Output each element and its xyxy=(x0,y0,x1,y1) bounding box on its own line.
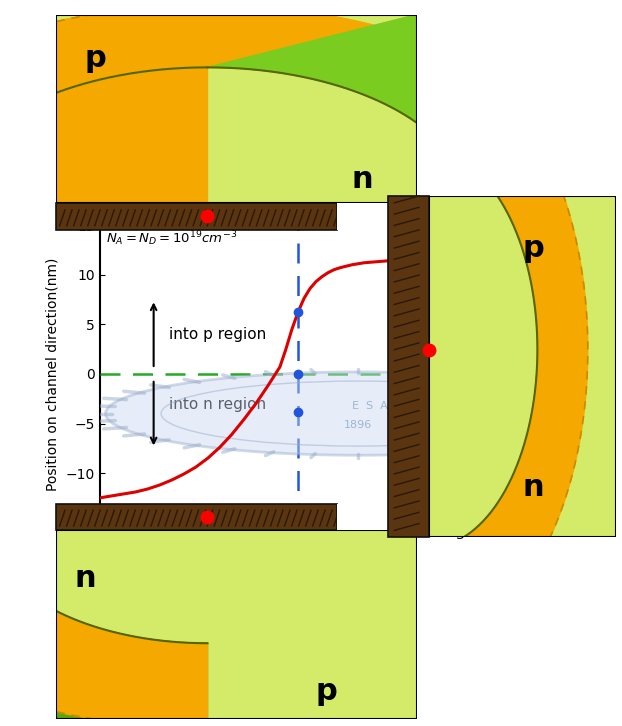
Bar xyxy=(337,504,417,530)
Polygon shape xyxy=(0,530,208,726)
Text: E  S  A: E S A xyxy=(352,401,388,411)
Polygon shape xyxy=(0,5,208,203)
Text: p: p xyxy=(522,234,544,264)
Polygon shape xyxy=(0,521,208,719)
Bar xyxy=(56,504,337,530)
Bar xyxy=(388,196,429,537)
X-axis label: VG(volt): VG(volt) xyxy=(238,547,322,565)
Text: 1896: 1896 xyxy=(344,420,372,431)
Text: p: p xyxy=(85,44,106,73)
Polygon shape xyxy=(208,15,467,203)
Text: into n region: into n region xyxy=(169,396,266,412)
Circle shape xyxy=(106,372,611,455)
Text: $N_A = N_D = 10^{19}cm^{-3}$: $N_A = N_D = 10^{19}cm^{-3}$ xyxy=(106,229,237,248)
Legend: Positions where R-G current happens: Positions where R-G current happens xyxy=(63,193,357,216)
Bar xyxy=(337,203,417,229)
Polygon shape xyxy=(0,5,208,203)
Text: n: n xyxy=(74,563,96,592)
Polygon shape xyxy=(208,5,587,203)
Polygon shape xyxy=(429,60,588,640)
Text: into p region: into p region xyxy=(169,327,266,342)
Bar xyxy=(56,203,337,229)
Text: n: n xyxy=(352,166,373,194)
Text: n: n xyxy=(522,473,544,502)
Text: p: p xyxy=(316,677,338,706)
Y-axis label: Position on channel direction(nm): Position on channel direction(nm) xyxy=(46,257,60,491)
